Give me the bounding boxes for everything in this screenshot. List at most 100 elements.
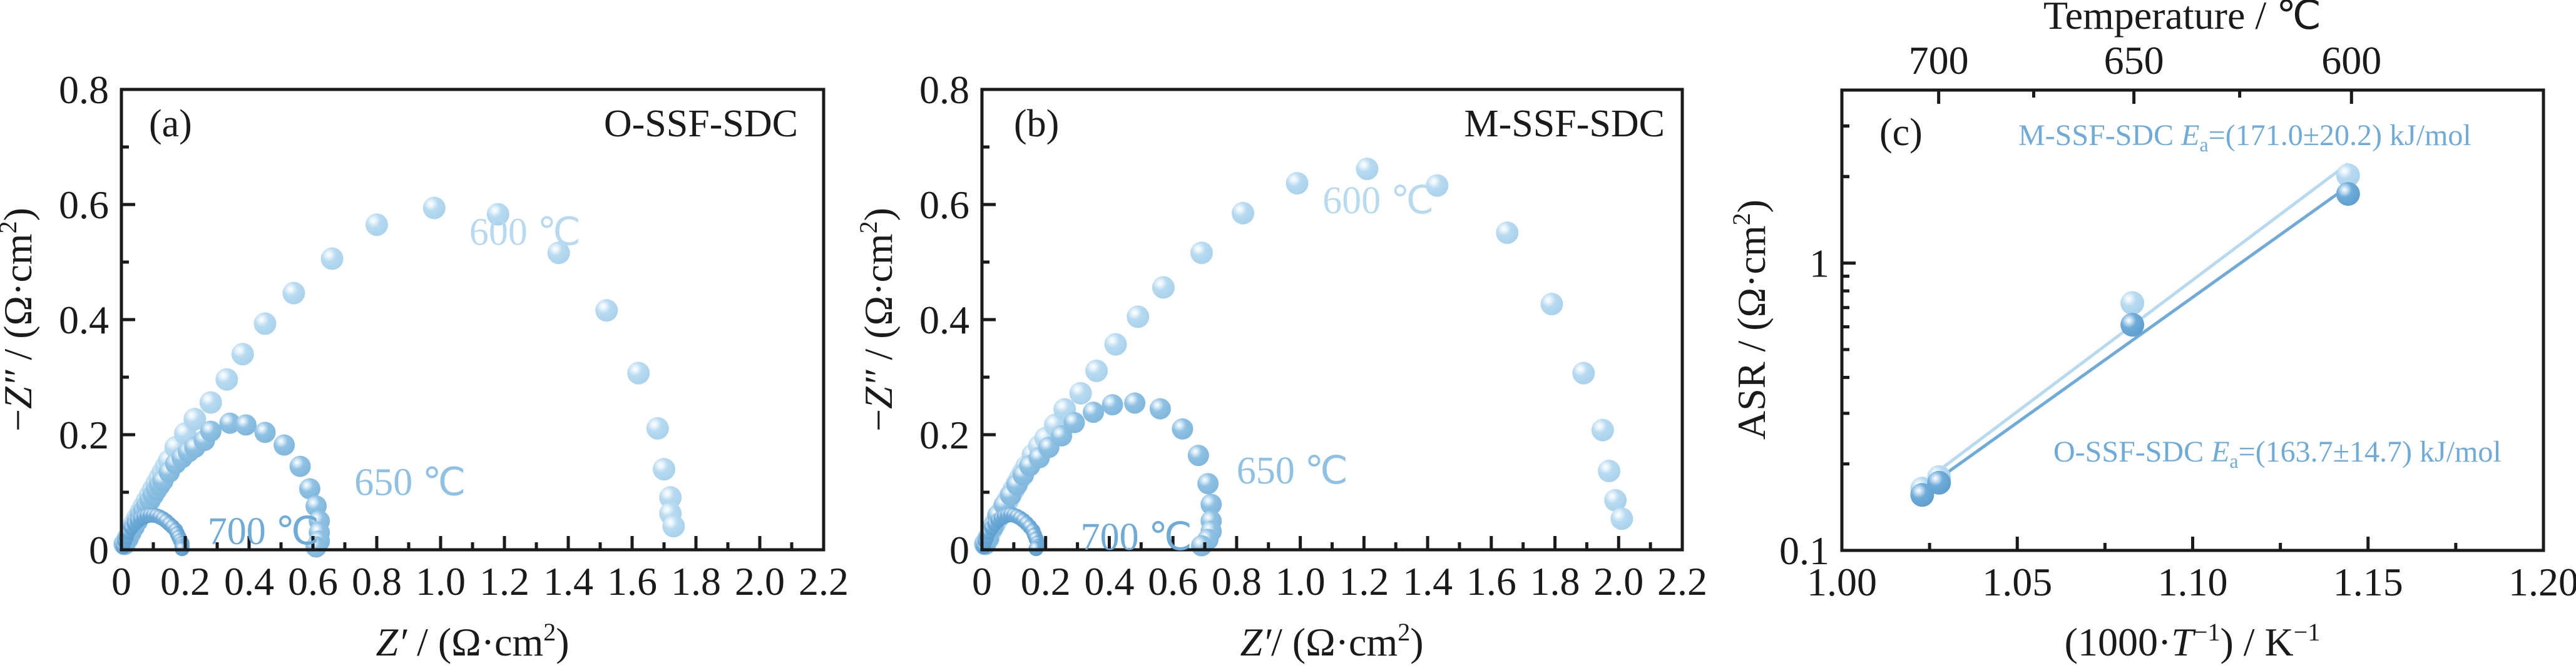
- point-a-650C-23: [273, 434, 295, 456]
- panel-c-ylabel-close: ): [1729, 200, 1774, 213]
- series-label-a-600C: 600 ℃: [469, 211, 581, 253]
- point-a-600C-25: [422, 196, 446, 220]
- point-b-600C-24: [1190, 241, 1213, 265]
- panel-a-xlabel-close: ): [556, 620, 569, 664]
- top-tick-label: 700: [1909, 38, 1969, 83]
- x-tick-label: 0.4: [224, 559, 274, 604]
- y-tick-label: 0.4: [59, 298, 109, 342]
- panel-b-ytick-labels: 0 0.2 0.4 0.6 0.8: [919, 68, 969, 572]
- point-a-600C-29: [627, 362, 650, 385]
- point-b-600C-19: [1069, 382, 1092, 405]
- y-tick-label: 1: [1809, 241, 1829, 286]
- x-tick-label: 1.8: [671, 559, 721, 604]
- point-a-600C-18: [199, 391, 222, 414]
- point-c-o-ssf-sdc-3: [2336, 182, 2360, 206]
- y-tick-label: 0: [89, 528, 109, 572]
- x-tick-label: 1.15: [2333, 560, 2403, 604]
- panel-b-y-axis-title: −Z″ / (Ω·cm2): [854, 208, 901, 432]
- panel-c-ylabel: ASR / (Ω·cm: [1729, 225, 1774, 440]
- x-tick-label: 1.05: [1982, 560, 2052, 604]
- panel-a-xtick-labels: 0 0.2 0.4 0.6 0.8 1.0 1.2 1.4 1.6 1.8 2.0 2.2: [111, 559, 849, 604]
- x-tick-label: 0.8: [1212, 559, 1262, 604]
- panel-b-xlabel-sup: 2: [1398, 618, 1410, 646]
- point-b-650C-11: [1051, 425, 1073, 447]
- y-tick-label: 0.8: [919, 68, 969, 112]
- point-a-600C-23: [320, 247, 344, 270]
- y-tick-label: 0.2: [59, 413, 109, 457]
- x-tick-label: 0.6: [288, 559, 338, 604]
- panel-a: 0 0.2 0.4 0.6 0.8 1.0 1.2 1.4 1.6 1.8 2.0 2.2 00.20…: [0, 68, 849, 664]
- point-c-o-ssf-sdc-0: [1910, 483, 1935, 507]
- point-b-600C-34: [1604, 488, 1627, 512]
- panel-c-top-tick-labels: 700 650 600: [1909, 38, 2382, 83]
- point-b-650C-16: [1149, 398, 1171, 420]
- panel-b-xtick-labels: 0 0.2 0.4 0.6 0.8 1.0 1.2 1.4 1.6 1.8 2.0 2.2: [972, 559, 1707, 604]
- top-tick-label: 600: [2321, 38, 2381, 83]
- point-b-600C-35: [1610, 507, 1633, 530]
- x-tick-label: 0: [972, 559, 992, 604]
- panel-a-ylabel-close: ): [0, 208, 40, 221]
- x-tick-label: 1.2: [479, 559, 529, 604]
- point-a-650C-30: [305, 536, 327, 558]
- x-tick-label: 2.2: [799, 559, 849, 604]
- series-label-b-600C: 600 ℃: [1322, 180, 1434, 222]
- point-a-600C-17: [183, 408, 207, 431]
- point-b-650C-19: [1197, 473, 1219, 495]
- panel-b-xlabel-rest: / (Ω·cm: [1271, 620, 1398, 664]
- point-a-600C-32: [659, 486, 682, 509]
- panel-c-x-axis-title: (1000·T−1) / K−1: [2065, 618, 2321, 664]
- point-b-600C-33: [1598, 459, 1621, 482]
- point-b-600C-30: [1540, 293, 1563, 316]
- panel-a-tag: (a): [149, 103, 192, 145]
- panel-c-top-axis-title: Temperature / ℃: [2043, 0, 2321, 38]
- point-b-600C-26: [1285, 171, 1309, 195]
- panel-a-y-axis-title: −Z″ / (Ω·cm2): [0, 208, 40, 432]
- panel-c-fit-lines: [1938, 162, 2349, 480]
- x-tick-label: 1.0: [416, 559, 466, 604]
- panel-a-ylabel-sup: 2: [0, 221, 22, 233]
- panel-c-y-axis-title: ASR / (Ω·cm2): [1727, 200, 1774, 440]
- panel-c-xlabel-post-sup: −1: [2294, 618, 2321, 646]
- point-b-600C-20: [1085, 359, 1108, 382]
- point-a-600C-20: [231, 343, 254, 366]
- point-c-o-ssf-sdc-1: [1927, 470, 1951, 495]
- point-a-650C-25: [299, 478, 320, 500]
- panel-b-series-labels: 600 ℃ 650 ℃ 700 ℃: [1081, 180, 1434, 559]
- point-a-600C-19: [215, 368, 238, 391]
- panel-c-ylabel-sup: 2: [1727, 213, 1756, 225]
- x-tick-label: 1.8: [1530, 559, 1580, 604]
- panel-b-ylabel-italic: Z″: [856, 369, 901, 409]
- point-c-m-ssf-sdc-2: [2120, 291, 2145, 315]
- panel-a-ylabel-prefix: −: [0, 409, 40, 432]
- x-tick-label: 0.2: [1021, 559, 1071, 604]
- panel-b-ylabel-sup: 2: [854, 221, 882, 233]
- panel-a-xlabel-italic: Z′: [376, 620, 407, 664]
- y-tick-label: 0: [949, 528, 969, 572]
- y-tick-label: 0.2: [919, 413, 969, 457]
- x-tick-label: 2.0: [735, 559, 785, 604]
- x-tick-label: 1.0: [1275, 559, 1326, 604]
- series-label-a-700C: 700 ℃: [208, 510, 319, 553]
- point-b-650C-13: [1083, 402, 1105, 423]
- panel-c-m-annotation-name: M-SSF-SDC: [2018, 119, 2181, 152]
- panel-b-ticks: [980, 88, 1684, 552]
- point-b-600C-32: [1591, 418, 1614, 442]
- point-b-650C-17: [1172, 418, 1193, 440]
- x-tick-label: 1.20: [2508, 560, 2576, 604]
- panel-b: 0 0.2 0.4 0.6 0.8 1.0 1.2 1.4 1.6 1.8 2.0 2.2 00.20…: [854, 68, 1707, 664]
- panel-c-o-annotation-name: O-SSF-SDC: [2053, 435, 2211, 468]
- panel-b-tag: (b): [1014, 103, 1059, 145]
- point-a-650C-24: [289, 455, 311, 477]
- panel-a-frame: [120, 88, 825, 552]
- panel-b-ylabel-prefix: −: [856, 409, 901, 432]
- panel-a-ytick-labels: 0 0.2 0.4 0.6 0.8: [59, 68, 109, 572]
- panel-b-xlabel-italic: Z′: [1240, 620, 1272, 664]
- point-a-600C-21: [253, 312, 277, 335]
- point-b-600C-25: [1232, 201, 1255, 225]
- panel-a-xlabel-sup: 2: [543, 618, 556, 646]
- series-label-b-650C: 650 ℃: [1237, 450, 1348, 492]
- point-b-600C-31: [1572, 362, 1595, 385]
- panel-a-sample-label: O-SSF-SDC: [604, 103, 798, 145]
- panel-a-series-labels: 600 ℃ 650 ℃ 700 ℃: [208, 211, 581, 552]
- y-tick-label: 0.6: [919, 183, 969, 227]
